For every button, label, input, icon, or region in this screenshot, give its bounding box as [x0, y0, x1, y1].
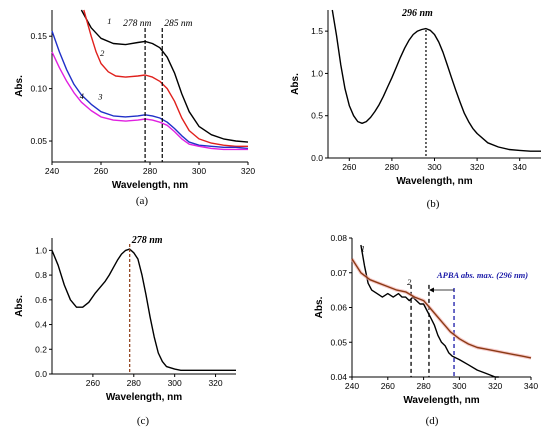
series-label: 4	[80, 91, 85, 101]
x-tick-label: 340	[513, 162, 527, 172]
series-label: 3	[97, 92, 102, 102]
y-axis-label: Abs.	[290, 73, 301, 95]
panel-a: 240 260 280 300 320 0.05 0.10 0.15 Wavelength, n…	[14, 9, 255, 207]
peak-annotation: 278 nm	[131, 235, 163, 246]
series-label: 1	[107, 16, 111, 26]
series-line	[351, 258, 532, 359]
y-tick-label: 0.2	[35, 344, 47, 354]
series-label: 1	[361, 243, 365, 253]
peak-annotation: 285 nm	[164, 19, 192, 29]
panel-caption: (c)	[137, 415, 150, 427]
y-tick-label: 0.05	[30, 136, 47, 146]
x-tick-label: 320	[241, 166, 255, 176]
y-tick-label: 0.6	[35, 295, 47, 305]
y-tick-label: 0.07	[330, 268, 347, 278]
x-tick-label: 280	[127, 378, 141, 388]
x-tick-label: 320	[488, 381, 502, 391]
y-tick-label: 0.8	[35, 270, 47, 280]
x-tick-label: 260	[342, 162, 356, 172]
x-tick-label: 300	[168, 378, 182, 388]
series-line	[51, 248, 236, 371]
x-tick-label: 300	[452, 381, 466, 391]
x-tick-label: 300	[427, 162, 441, 172]
x-tick-label: 300	[192, 166, 206, 176]
x-tick-label: 280	[143, 166, 157, 176]
x-tick-label: 240	[45, 166, 59, 176]
series-line	[360, 244, 499, 378]
x-tick-label: 260	[94, 166, 108, 176]
arrow-head	[428, 287, 434, 293]
y-axis-label: Abs.	[314, 296, 325, 318]
x-tick-label: 280	[417, 381, 431, 391]
x-axis-label: Wavelength, nm	[403, 395, 479, 406]
y-tick-label: 0.15	[30, 31, 47, 41]
peak-annotation: APBA abs. max. (296 nm)	[436, 270, 528, 280]
y-axis-label: Abs.	[14, 295, 25, 317]
x-tick-label: 260	[86, 378, 100, 388]
y-tick-label: 1.0	[35, 245, 47, 255]
panel-caption: (b)	[427, 198, 440, 210]
series-line	[80, 9, 249, 143]
series-line	[51, 30, 249, 150]
panel-c: 260 280 300 320 0.0 0.2 0.4 0.6 0.8 1.0 Wavelength…	[14, 235, 236, 427]
panel-b: 260 280 300 320 340 0.0 0.5 1.0 1.5 Wavelength, n…	[290, 8, 541, 210]
x-tick-label: 280	[385, 162, 399, 172]
series-label: 2	[100, 48, 105, 58]
y-tick-label: 0.05	[330, 337, 347, 347]
x-tick-label: 320	[208, 378, 222, 388]
y-axis-label: Abs.	[14, 75, 25, 97]
y-tick-label: 0.10	[30, 84, 47, 94]
y-tick-label: 0.08	[330, 233, 347, 243]
x-axis-label: Wavelength, nm	[106, 392, 182, 403]
x-tick-label: 340	[524, 381, 538, 391]
y-tick-label: 0.4	[35, 320, 47, 330]
series-line	[83, 9, 248, 148]
y-tick-label: 0.0	[311, 153, 323, 163]
panel-d: 240 260 280 300 320 340 0.04 0.05 0.06 0.07 0.08 Wa…	[314, 233, 538, 427]
x-axis-label: Wavelength, nm	[396, 176, 472, 187]
y-tick-label: 0.06	[330, 303, 347, 313]
series-line	[51, 51, 248, 151]
series-line	[331, 9, 541, 152]
panel-caption: (a)	[136, 195, 149, 207]
peak-annotation: 278 nm	[123, 19, 151, 29]
x-tick-label: 240	[345, 381, 359, 391]
x-axis-label: Wavelength, nm	[112, 180, 188, 191]
x-tick-label: 260	[381, 381, 395, 391]
y-tick-label: 0.04	[330, 372, 347, 382]
y-tick-label: 1.5	[311, 26, 323, 36]
series-label: 2	[407, 277, 412, 287]
peak-annotation: 296 nm	[401, 8, 433, 19]
panel-caption: (d)	[426, 415, 439, 427]
y-tick-label: 0.0	[35, 369, 47, 379]
x-tick-label: 320	[470, 162, 484, 172]
y-tick-label: 1.0	[311, 68, 323, 78]
y-tick-label: 0.5	[311, 111, 323, 121]
